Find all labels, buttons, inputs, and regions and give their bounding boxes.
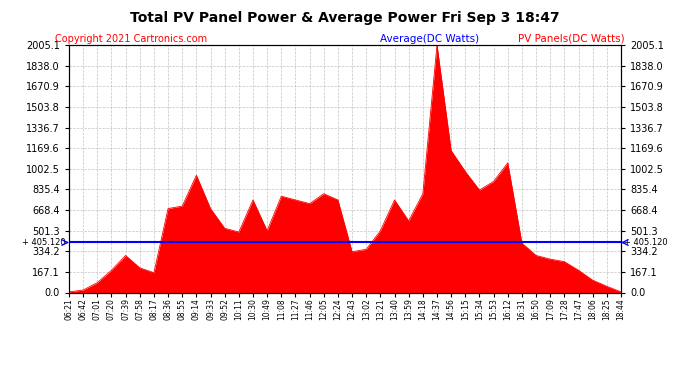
Text: Copyright 2021 Cartronics.com: Copyright 2021 Cartronics.com xyxy=(55,34,207,44)
Text: Average(DC Watts): Average(DC Watts) xyxy=(380,34,479,44)
Text: Total PV Panel Power & Average Power Fri Sep 3 18:47: Total PV Panel Power & Average Power Fri… xyxy=(130,11,560,25)
Text: + 405.120: + 405.120 xyxy=(22,238,66,247)
Text: PV Panels(DC Watts): PV Panels(DC Watts) xyxy=(518,34,624,44)
Text: + 405.120: + 405.120 xyxy=(624,238,667,247)
